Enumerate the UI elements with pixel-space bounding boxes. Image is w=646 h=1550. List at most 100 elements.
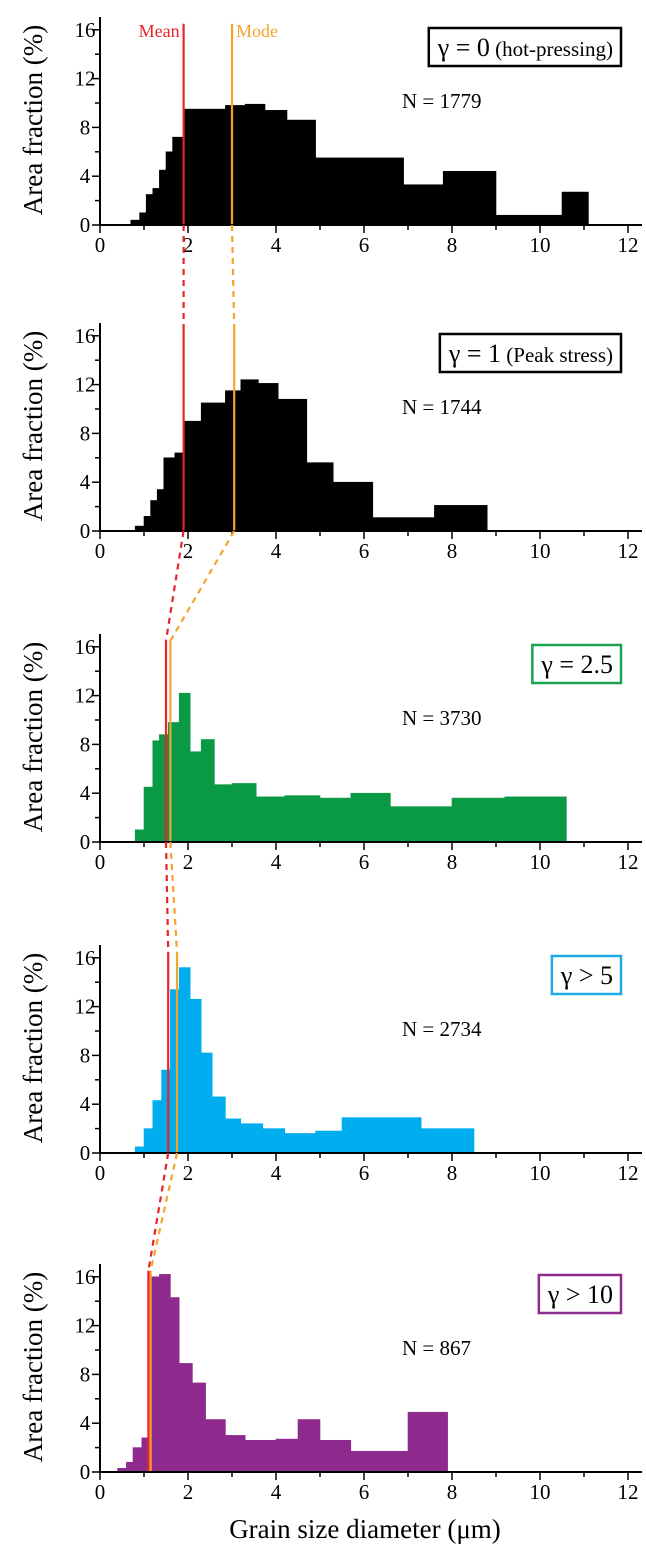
y-tick-label: 12 (75, 67, 96, 91)
x-tick-label: 4 (271, 850, 282, 874)
x-tick-label: 0 (95, 539, 106, 563)
histogram-bar (277, 398, 308, 532)
histogram-bar (211, 1096, 226, 1154)
mode-connector (169, 841, 179, 952)
strain-label: γ = 2.5 (540, 650, 613, 679)
histogram-bar (145, 194, 154, 226)
histogram-bar (372, 517, 404, 532)
x-tick-label: 10 (530, 233, 551, 257)
histogram-bar (205, 1419, 226, 1473)
histogram-bar (407, 1411, 448, 1473)
x-tick-label: 6 (359, 233, 370, 257)
x-tick-label: 4 (271, 1480, 282, 1504)
strain-label-box (537, 1273, 623, 1315)
histogram-bar (284, 795, 321, 843)
y-axis-label: Area fraction (%) (18, 1272, 48, 1462)
x-tick-label: 8 (447, 850, 458, 874)
histogram-bar (390, 806, 422, 843)
y-tick-label: 4 (80, 164, 91, 188)
histogram-bar (178, 967, 191, 1154)
y-tick-label: 16 (75, 1265, 96, 1289)
y-tick-label: 8 (80, 1362, 91, 1386)
histogram-bar (319, 1439, 352, 1473)
x-tick-label: 2 (183, 1161, 194, 1185)
x-tick-label: 2 (183, 1480, 194, 1504)
histogram-bar (240, 1123, 264, 1154)
x-tick-label: 12 (618, 1480, 639, 1504)
histogram-bar (189, 998, 202, 1154)
x-tick-label: 2 (183, 850, 194, 874)
histogram-panel-2: 0 2 4 6 8 10 12 0 4 8 12 16 Area fraction (%) N = 174… (18, 323, 642, 563)
histogram-bar (143, 516, 151, 532)
histogram-bar (174, 452, 184, 532)
histogram-bar (434, 505, 488, 532)
x-tick-label: 2 (183, 539, 194, 563)
x-tick-label: 0 (95, 850, 106, 874)
histogram-bar (156, 489, 165, 532)
histogram-bar (183, 420, 202, 532)
histogram-bar (200, 1052, 213, 1154)
histogram-bar (315, 157, 360, 226)
histogram-bar (152, 1100, 162, 1154)
histogram-bar (183, 108, 206, 226)
y-tick-label: 8 (80, 421, 91, 445)
x-tick-label: 10 (530, 539, 551, 563)
histogram-bar (231, 783, 257, 843)
x-tick-label: 0 (95, 1480, 106, 1504)
x-tick-label: 8 (447, 539, 458, 563)
x-tick-label: 4 (271, 539, 282, 563)
histogram-bar (504, 796, 567, 843)
y-tick-label: 0 (80, 519, 91, 543)
histogram-bar (170, 1297, 180, 1473)
y-tick-label: 12 (75, 373, 96, 397)
histogram-bar (403, 184, 444, 226)
y-tick-label: 4 (80, 1411, 91, 1435)
y-tick-label: 0 (80, 213, 91, 237)
mean-connector (147, 1152, 170, 1271)
strain-label-box (427, 26, 623, 68)
histogram-bar (163, 457, 176, 532)
legend-mode-label: Mode (236, 21, 278, 41)
x-tick-label: 8 (447, 233, 458, 257)
sample-count: N = 867 (402, 1336, 471, 1360)
sample-count: N = 1744 (402, 395, 482, 419)
histogram-bar (139, 212, 147, 226)
histogram-bar (214, 784, 233, 843)
strain-label: γ = 1 (Peak stress) (448, 339, 613, 368)
y-axis-label: Area fraction (%) (18, 331, 48, 521)
histogram-bar (442, 171, 497, 226)
y-tick-label: 16 (75, 946, 96, 970)
histogram-bar (359, 157, 404, 226)
x-tick-label: 4 (271, 1161, 282, 1185)
histogram-bar (275, 1438, 299, 1473)
histogram-panel-4: 0 2 4 6 8 10 12 0 4 8 12 16 Area fraction (%) N = 273… (18, 945, 642, 1185)
histogram-bar (315, 1130, 343, 1154)
histogram-bar (172, 136, 184, 226)
histogram-bar (178, 692, 191, 843)
x-tick-label: 10 (530, 1161, 551, 1185)
histogram-bar (159, 169, 167, 226)
x-tick-label: 6 (359, 1480, 370, 1504)
histogram-bar (262, 1128, 286, 1154)
y-tick-label: 0 (80, 1141, 91, 1165)
y-tick-label: 16 (75, 635, 96, 659)
histogram-bar (258, 383, 279, 532)
histogram-bar (420, 806, 453, 843)
histogram-bar (244, 1439, 277, 1473)
sample-count: N = 1779 (402, 89, 482, 113)
y-tick-label: 12 (75, 684, 96, 708)
y-tick-label: 4 (80, 1092, 91, 1116)
histogram-bar (150, 500, 158, 532)
y-axis-label: Area fraction (%) (18, 642, 48, 832)
histogram-bar (286, 119, 316, 226)
mode-connector (230, 224, 236, 330)
histogram-bar (264, 110, 288, 226)
y-tick-label: 8 (80, 1043, 91, 1067)
histogram-bar (319, 797, 352, 843)
histogram-bar (200, 402, 226, 532)
y-tick-label: 4 (80, 781, 91, 805)
histogram-bar (152, 188, 160, 226)
histogram-bar (225, 105, 246, 226)
histogram-bar (403, 517, 435, 532)
